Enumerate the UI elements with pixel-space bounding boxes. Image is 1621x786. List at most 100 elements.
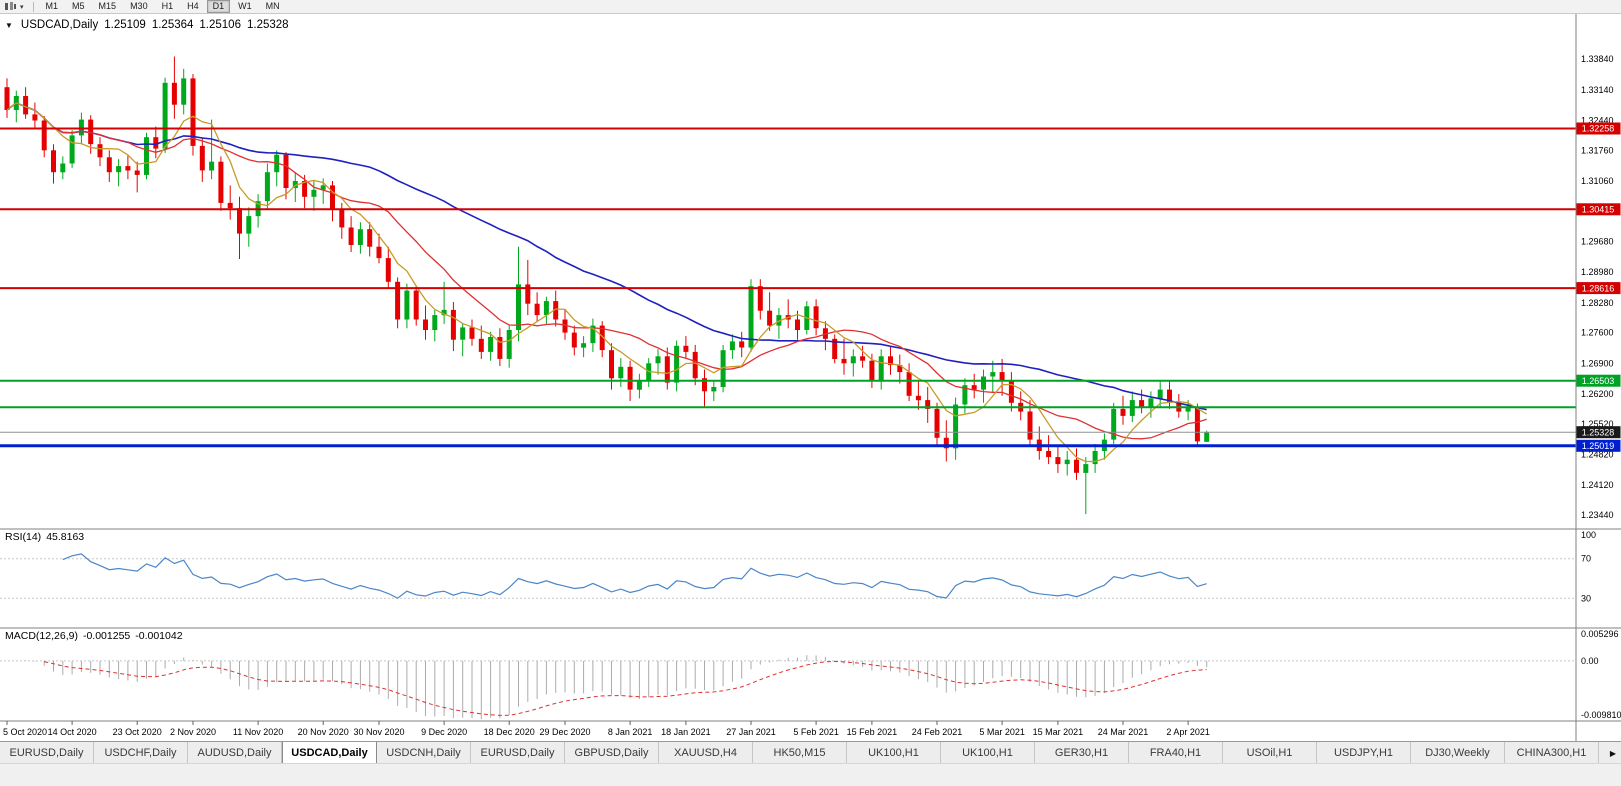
price-tag [1576,203,1621,216]
svg-text:1.32440: 1.32440 [1581,116,1614,126]
timeframe-button-h4[interactable]: H4 [187,1,199,11]
svg-text:14 Oct 2020: 14 Oct 2020 [48,727,97,737]
svg-text:0.005296: 0.005296 [1581,629,1619,639]
chart-tab-uk100-h1[interactable]: UK100,H1 [847,742,941,763]
svg-text:5 Feb 2021: 5 Feb 2021 [793,727,839,737]
chart-tab-dj30-weekly[interactable]: DJ30,Weekly [1411,742,1505,763]
svg-text:1.27600: 1.27600 [1581,328,1614,338]
timeframe-buttons: M1 M5 M15 M30 H1 H4 D1 W1 MN [39,0,287,13]
chart-tab-hk50-m15[interactable]: HK50,M15 [753,742,847,763]
svg-text:1.26503: 1.26503 [1582,376,1615,386]
macd-name: MACD(12,26,9) [5,630,78,642]
status-strip [0,763,1621,786]
ohlc-open: 1.25109 [104,19,146,31]
svg-text:100: 100 [1581,530,1596,540]
timeframe-button-m15[interactable]: M15 [98,1,117,11]
timeframe-button-d1[interactable]: D1 [206,0,231,13]
macd-signal-line [44,660,1207,716]
chart-tab-usdjpy-h1[interactable]: USDJPY,H1 [1317,742,1411,763]
svg-text:1.24820: 1.24820 [1581,450,1614,460]
chart-tab-label: EURUSD,Daily [9,746,84,759]
svg-text:9 Dec 2020: 9 Dec 2020 [421,727,467,737]
chart-tab-usdcnh-daily[interactable]: USDCNH,Daily [377,742,471,763]
chart-tab-uk100-h1[interactable]: UK100,H1 [941,742,1035,763]
price-tag [1576,374,1621,387]
rsi-value: 45.8163 [46,531,85,543]
chart-tab-label: CHINA300,H1 [1516,746,1587,759]
svg-text:5 Mar 2021: 5 Mar 2021 [979,727,1025,737]
svg-text:2 Nov 2020: 2 Nov 2020 [170,727,216,737]
chart-tab-label: EURUSD,Daily [480,746,555,759]
svg-text:2 Apr 2021: 2 Apr 2021 [1166,727,1210,737]
ohlc-high: 1.25364 [151,19,194,31]
svg-text:23 Oct 2020: 23 Oct 2020 [113,727,162,737]
candlestick-chart-glyph [5,2,16,10]
chart-tab-label: GBPUSD,Daily [574,746,649,759]
svg-text:24 Feb 2021: 24 Feb 2021 [912,727,963,737]
macd-indicator-label: MACD(12,26,9) -0.001255 -0.001042 [5,630,183,642]
svg-text:8 Jan 2021: 8 Jan 2021 [608,727,653,737]
rsi-line [62,553,1207,599]
svg-text:1.24120: 1.24120 [1581,480,1614,490]
svg-text:1.33140: 1.33140 [1581,85,1614,95]
chart-tab-usoil-h1[interactable]: USOil,H1 [1223,742,1317,763]
timeframe-button-m1[interactable]: M1 [45,1,59,11]
svg-text:11 Nov 2020: 11 Nov 2020 [233,727,283,737]
svg-text:0.00: 0.00 [1581,656,1599,666]
svg-text:1.29680: 1.29680 [1581,237,1614,247]
chart-tab-label: USDCAD,Daily [291,746,368,759]
macd-signal-value: -0.001042 [135,630,183,642]
svg-text:29 Dec 2020: 29 Dec 2020 [539,727,590,737]
ohlc-low: 1.25106 [199,19,241,31]
chart-title: ▼ USDCAD,Daily 1.25109 1.25364 1.25106 1… [5,19,289,31]
timeframe-button-m30[interactable]: M30 [130,1,148,11]
chart-tab-ger30-h1[interactable]: GER30,H1 [1035,742,1129,763]
ma-fast-line [6,102,1208,463]
price-tag [1576,439,1621,452]
timeframe-button-h1[interactable]: H1 [161,1,174,11]
svg-text:1.33840: 1.33840 [1581,54,1614,64]
chart-dropdown-icon[interactable]: ▾ [20,3,24,11]
macd-histogram [25,655,1208,720]
chart-tab-usdchf-daily[interactable]: USDCHF,Daily [94,742,188,763]
chart-tab-xauusd-h4[interactable]: XAUUSD,H4 [659,742,753,763]
svg-text:1.26200: 1.26200 [1581,389,1614,399]
svg-text:30: 30 [1581,593,1591,603]
tab-scroll-right-icon[interactable]: ▶ [1609,748,1616,758]
timeframe-button-m5[interactable]: M5 [72,1,85,11]
svg-text:18 Jan 2021: 18 Jan 2021 [661,727,711,737]
one-click-trading-icon[interactable]: ▼ [5,20,13,30]
chart-tab-audusd-daily[interactable]: AUDUSD,Daily [188,742,282,763]
svg-text:1.26900: 1.26900 [1581,358,1614,368]
chart-tab-label: DJ30,Weekly [1425,746,1490,759]
svg-text:1.23440: 1.23440 [1581,510,1614,520]
chart-tab-eurusd-daily[interactable]: EURUSD,Daily [0,742,94,763]
ma-slow-line [6,102,1207,411]
chart-tab-gbpusd-daily[interactable]: GBPUSD,Daily [565,742,659,763]
chart-tab-fra40-h1[interactable]: FRA40,H1 [1129,742,1223,763]
price-tag [1576,122,1621,135]
chart-tab-china300-h1[interactable]: CHINA300,H1 [1505,742,1599,763]
chart-tab-label: USDCHF,Daily [104,746,177,759]
date-axis [6,721,1189,725]
timeframe-button-mn[interactable]: MN [265,1,280,11]
ohlc-close: 1.25328 [246,19,289,31]
svg-text:1.31060: 1.31060 [1581,176,1614,186]
svg-text:1.25520: 1.25520 [1581,419,1614,429]
chart-tab-label: USDCNH,Daily [386,746,461,759]
svg-text:20 Nov 2020: 20 Nov 2020 [298,727,349,737]
chart-tab-bar: EURUSD,Daily USDCHF,Daily AUDUSD,Daily USDC… [0,741,1621,763]
chart-tab-label: UK100,H1 [962,746,1013,759]
candlestick-series [4,56,1210,515]
timeframe-button-w1[interactable]: W1 [238,1,252,11]
chart-canvas[interactable]: 1.338401.331401.324401.317601.310601.303… [0,0,1621,743]
chart-tab-usdcad-daily[interactable]: USDCAD,Daily [282,742,377,763]
svg-text:1.32258: 1.32258 [1582,124,1615,134]
price-tag [1576,282,1621,295]
chart-tab-eurusd-daily[interactable]: EURUSD,Daily [471,742,565,763]
svg-text:1.28980: 1.28980 [1581,267,1614,277]
svg-text:1.25328: 1.25328 [1582,427,1615,437]
chart-tab-label: FRA40,H1 [1149,746,1202,759]
candlestick-chart-icon[interactable] [3,1,17,12]
svg-text:70: 70 [1581,554,1591,564]
